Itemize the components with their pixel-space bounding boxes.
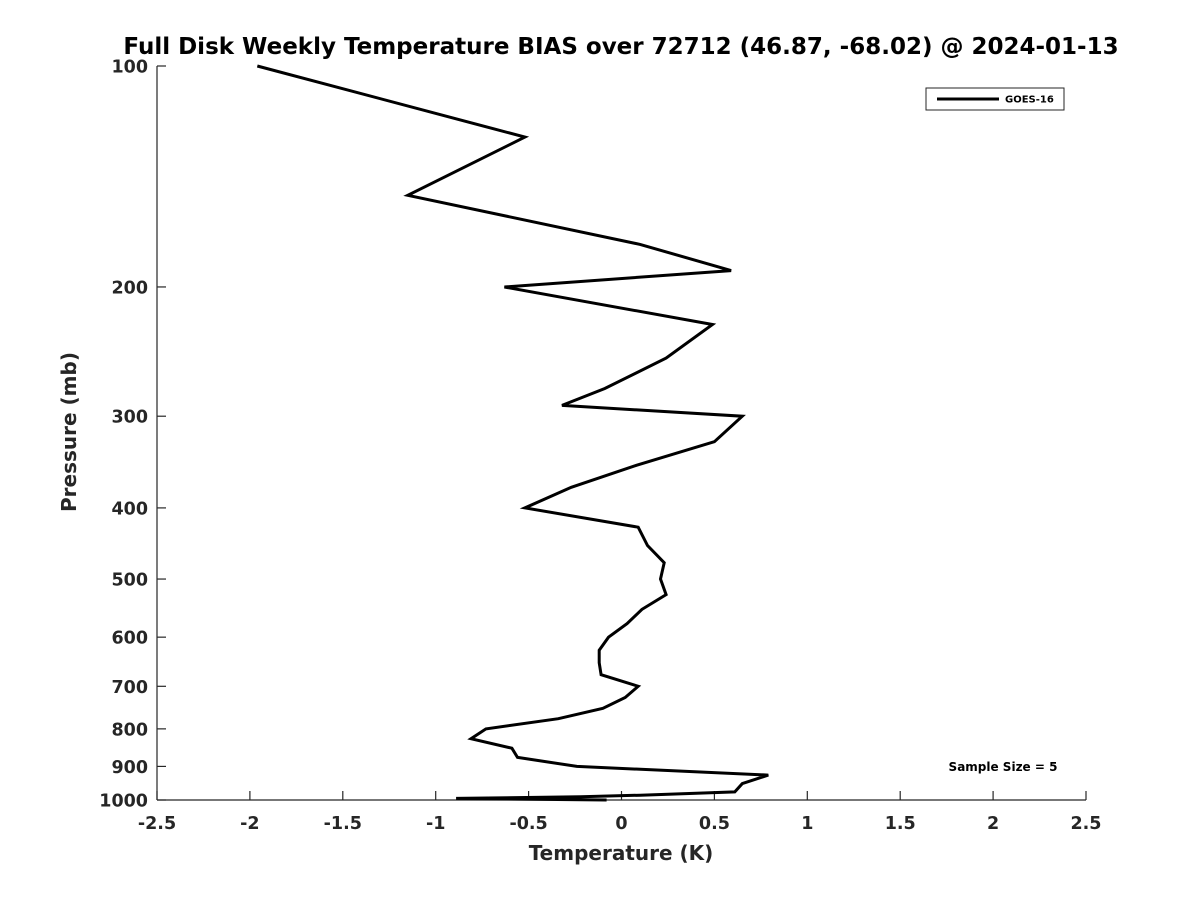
y-tick-label: 500 [111,571,148,591]
y-axis-label: Pressure (mb) [57,352,81,512]
y-tick-label: 400 [111,499,148,519]
x-tick-label: -2.5 [138,814,176,834]
x-tick-label: 0 [615,814,627,834]
x-tick-label: 2 [987,814,999,834]
x-tick-label: -1 [426,814,445,834]
y-tick-label: 100 [111,58,148,78]
x-tick-label: -1.5 [324,814,362,834]
sample-size-annotation: Sample Size = 5 [949,760,1058,774]
y-tick-label: 800 [111,720,148,740]
x-axis-label: Temperature (K) [529,841,714,865]
y-tick-label: 900 [111,758,148,778]
x-tick-label: 1.5 [885,814,916,834]
plot-area: -2.5 -2 -1.5 -1 -0.5 0 0.5 1 1.5 2 2.5 100 200 300 400… [99,58,1101,835]
y-tick-label: 200 [111,278,148,298]
y-tick-label: 300 [111,408,148,428]
x-tick-label: 0.5 [699,814,730,834]
x-tick-label: -0.5 [509,814,547,834]
chart-title: Full Disk Weekly Temperature BIAS over 7… [123,34,1118,60]
y-tick-label: 1000 [99,792,148,812]
x-tick-label: -2 [240,814,259,834]
series-line-goes-16 [256,64,769,802]
y-tick-label: 700 [111,678,148,698]
x-tick-label: 2.5 [1070,814,1101,834]
y-tick-label: 600 [111,629,148,649]
legend-label: GOES-16 [1005,95,1054,106]
legend: GOES-16 [925,87,1065,111]
x-tick-label: 1 [801,814,813,834]
